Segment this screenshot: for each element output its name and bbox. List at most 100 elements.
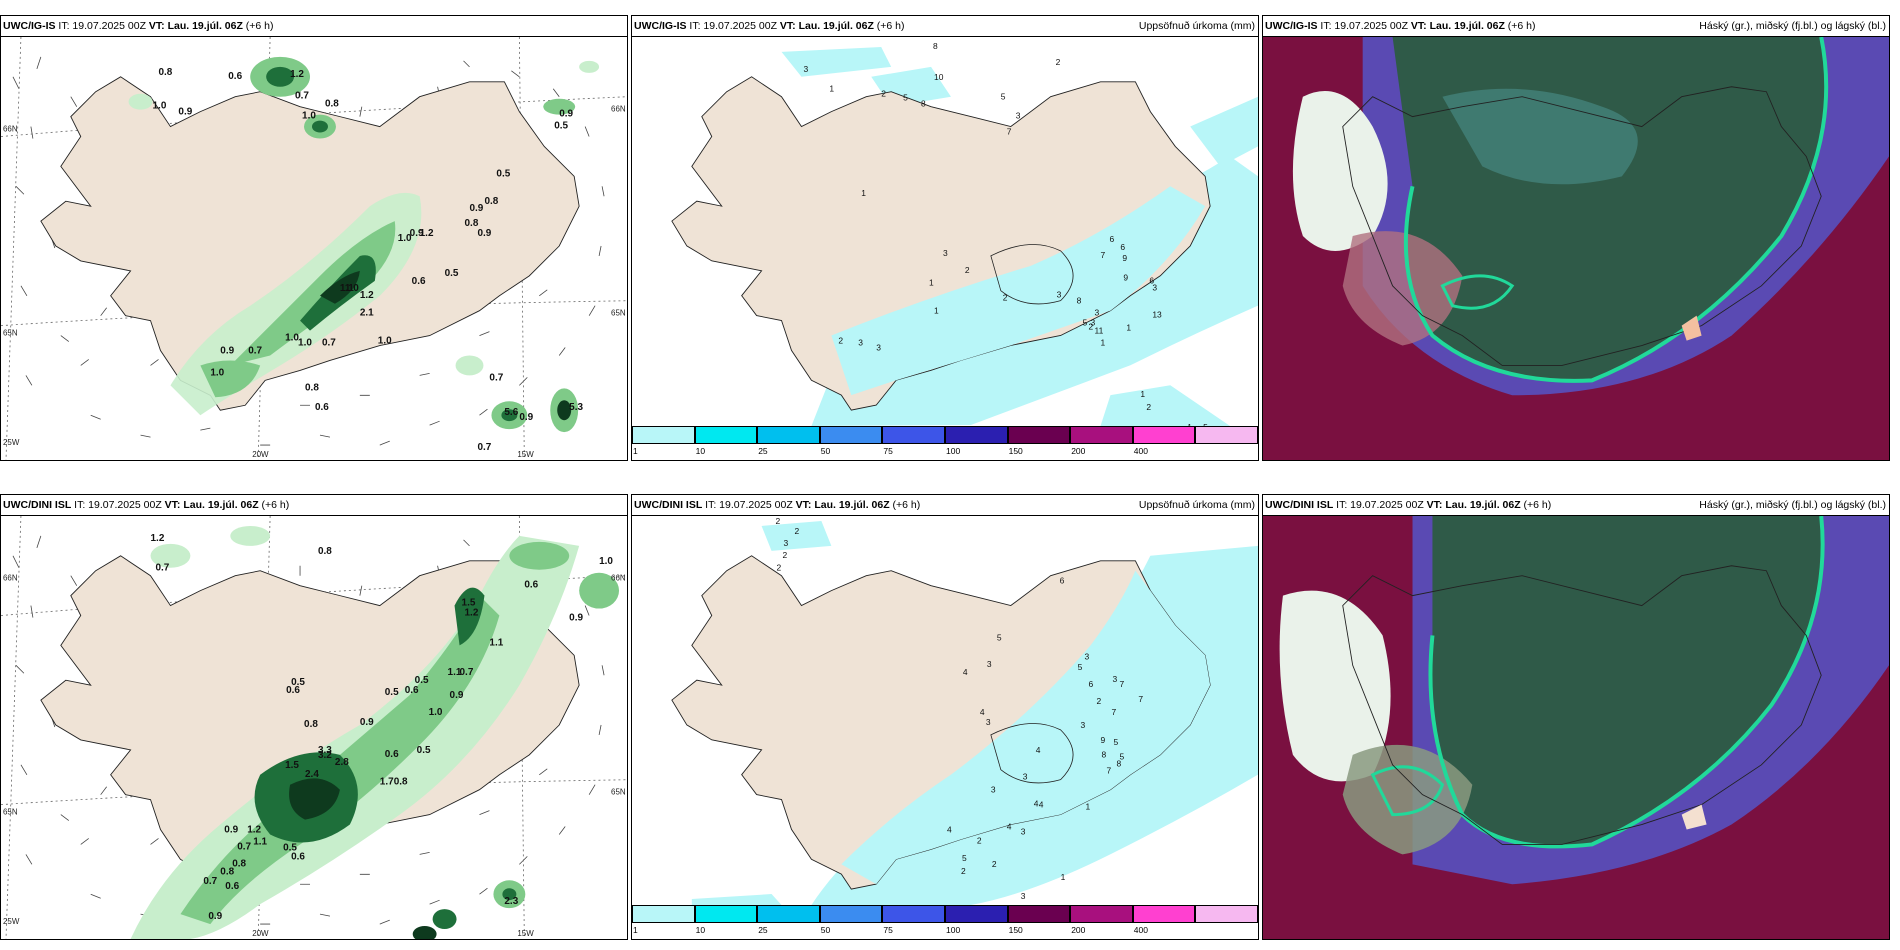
- accumulated-precip-map[interactable]: 8 3 1 5 10 2 8 5 7 3 2 1 3 2 1 1 2 3 3 2 6 6 9 7 9 6 3 3 8 3 11 13 5 3 2 1 1…: [632, 37, 1258, 426]
- value-label: 4: [1034, 799, 1039, 809]
- value-label: 1: [1126, 322, 1131, 332]
- value-label: 7: [1138, 694, 1143, 704]
- value-label: 1.1: [489, 637, 503, 648]
- value-label: 5.6: [504, 407, 518, 418]
- value-label: 0.9: [224, 825, 238, 836]
- value-label: 1.2: [465, 608, 479, 619]
- valid-time-label: VT:: [779, 20, 796, 32]
- value-label: 2: [881, 89, 886, 99]
- colorbar-swatch: [632, 905, 695, 923]
- value-label: 0.9: [208, 911, 222, 922]
- clear-area: [1292, 91, 1388, 251]
- value-label: 5: [1083, 318, 1088, 328]
- value-label: 0.5: [385, 687, 399, 698]
- valid-time-label: VT:: [148, 20, 165, 32]
- value-label: 8: [1077, 296, 1082, 306]
- value-label: 0.9: [477, 228, 491, 239]
- value-label: 3: [986, 717, 991, 727]
- value-label: 3: [991, 785, 996, 795]
- value-label: 1: [1086, 801, 1091, 811]
- iceland-landmass: [671, 76, 1211, 411]
- colorbar-tick-label: 10: [695, 446, 706, 456]
- precip-colorbar: 1 10 25 50 75 100 150 200 400: [632, 905, 1258, 939]
- value-label: 1.2: [247, 825, 261, 836]
- value-label: 0.8: [232, 858, 246, 869]
- panel-top-right: UWC/IG-IS IT: 19.07.2025 00Z VT: Lau. 19…: [1262, 15, 1890, 461]
- colorbar-tick-label: 200: [1071, 925, 1086, 935]
- value-label: 0.9: [519, 412, 533, 423]
- value-label: 6: [1089, 679, 1094, 689]
- value-label: 0.9: [220, 346, 234, 357]
- colorbar-swatch: [882, 905, 945, 923]
- value-label: 6: [1060, 576, 1065, 586]
- valid-time-label: VT:: [164, 499, 181, 511]
- precip-over-land: [841, 570, 1211, 885]
- panel-bottom-right: UWC/DINI ISL IT: 19.07.2025 00Z VT: Lau.…: [1262, 494, 1890, 940]
- value-label: 4: [947, 824, 952, 834]
- value-label: 1.0: [298, 338, 312, 349]
- value-label: 1.5: [462, 598, 476, 609]
- value-label: 3: [858, 337, 863, 347]
- value-label: 0.7: [322, 338, 336, 349]
- glacier-outline: [990, 244, 1074, 305]
- panel-header: UWC/DINI ISL IT: 19.07.2025 00Z VT: Lau.…: [1, 495, 627, 516]
- value-label: 0.9: [450, 690, 464, 701]
- lon-label: 20W: [252, 450, 269, 459]
- clear-area: [1279, 590, 1391, 782]
- value-label: 0.7: [203, 876, 217, 887]
- value-label: 3: [1021, 891, 1026, 901]
- cloud-cover-map[interactable]: [1263, 37, 1889, 460]
- precip-wind-map[interactable]: 66N 65N 25W 20W 15W 66N 65N 1.2 0.8 0.7 1.0…: [1, 516, 627, 939]
- value-label: 2: [776, 516, 781, 526]
- cloud-edge-contour: [1403, 37, 1829, 383]
- value-label: 2.4: [305, 769, 319, 780]
- precip-wind-map[interactable]: 66N 65N 25W 20W 15W 66N 65N 0.8 0.6 1.0 0.9…: [1, 37, 627, 460]
- value-label: 7: [1007, 127, 1012, 137]
- value-label: 3: [1091, 318, 1096, 328]
- colorbar-swatch: [694, 905, 758, 923]
- colorbar-swatch: [1070, 905, 1133, 923]
- value-label: 5: [962, 853, 967, 863]
- value-label: 4: [1039, 800, 1044, 810]
- colorbar-swatch: [1070, 426, 1133, 444]
- ice-marker: [1681, 315, 1702, 341]
- value-label: 0.8: [304, 719, 318, 730]
- model-name: UWC/IG-IS: [1265, 20, 1318, 32]
- value-label: 3: [1081, 720, 1086, 730]
- value-label: 1.2: [290, 69, 304, 80]
- value-label: 1.0: [398, 233, 412, 244]
- value-label: 1.7: [380, 777, 394, 788]
- value-label: 4: [1007, 821, 1012, 831]
- value-label: 2.3: [504, 896, 518, 907]
- lat-label: 65N: [611, 309, 626, 318]
- value-label: 2: [1146, 402, 1151, 412]
- value-label: 1.0: [429, 707, 443, 718]
- value-label: 1.0: [210, 367, 224, 378]
- field-name: Háský (gr.), miðský (fj.bl.) og lágský (…: [1699, 499, 1886, 511]
- colorbar-swatch: [1007, 905, 1071, 923]
- field-name: Uppsöfnuð úrkoma (mm): [1138, 20, 1255, 32]
- value-label: 0.7: [237, 841, 251, 852]
- value-label: 2: [838, 335, 843, 345]
- value-label: 0.9: [569, 613, 583, 624]
- value-label: 0.8: [305, 382, 319, 393]
- high-cloud-field: [1430, 516, 1823, 847]
- map-canvas: [1263, 37, 1889, 460]
- value-label: 11: [1095, 325, 1104, 335]
- value-label: 1.2: [420, 228, 434, 239]
- panel-bottom-left: UWC/DINI ISL IT: 19.07.2025 00Z VT: Lau.…: [0, 494, 628, 940]
- value-label: 0.6: [385, 749, 399, 760]
- colorbar-tick-label: 50: [820, 925, 831, 935]
- value-label: 9: [1123, 273, 1128, 283]
- forecast-offset: (+6 h): [261, 499, 290, 511]
- value-label: 0.6: [228, 71, 242, 82]
- value-label: 1.0: [153, 101, 167, 112]
- cloud-cover-map[interactable]: [1263, 516, 1889, 939]
- value-label: 0.9: [360, 717, 374, 728]
- value-label: 3.3: [318, 745, 332, 756]
- value-label: 5: [1203, 422, 1208, 426]
- colorbar-swatch: [1195, 426, 1258, 444]
- init-time: IT: 19.07.2025 00Z: [689, 20, 777, 32]
- forecast-offset: (+6 h): [1523, 499, 1552, 511]
